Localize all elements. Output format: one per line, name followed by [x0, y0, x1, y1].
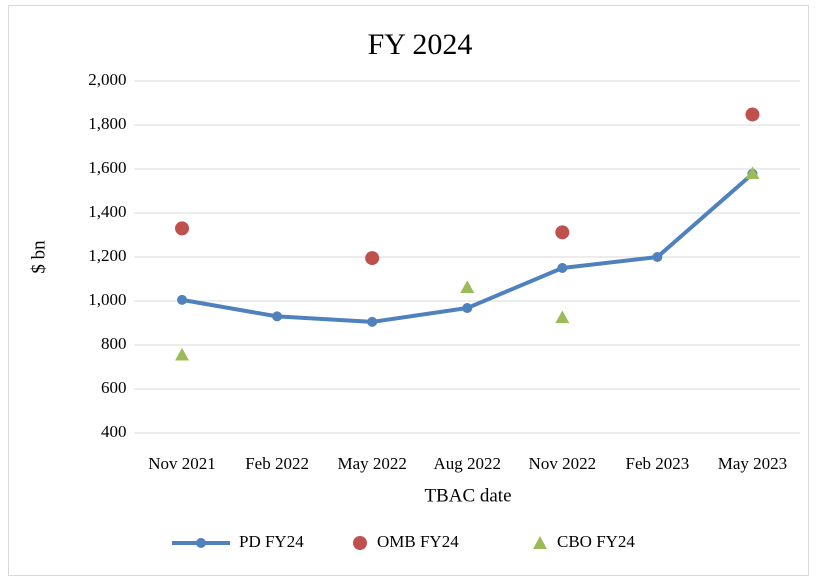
legend-marker	[196, 538, 206, 548]
y-tick-label: 800	[101, 334, 127, 353]
x-axis-title: TBAC date	[424, 485, 511, 506]
y-tick-label: 1,400	[88, 202, 126, 221]
circle-marker	[365, 251, 380, 266]
series-line	[180, 171, 755, 324]
legend-label: OMB FY24	[377, 532, 459, 551]
triangle-marker	[460, 280, 475, 293]
circle-marker	[272, 311, 283, 322]
x-tick-label: Nov 2021	[148, 454, 216, 473]
y-tick-label: 1,800	[88, 114, 126, 133]
triangle-marker	[175, 347, 190, 361]
chart-frame	[8, 5, 809, 576]
x-tick-label: Feb 2023	[626, 454, 690, 473]
x-tick-label: Nov 2022	[529, 454, 597, 473]
legend-label: CBO FY24	[557, 532, 635, 551]
circle-marker	[652, 252, 663, 262]
circle-marker	[177, 294, 188, 305]
y-axis-title: $ bn	[28, 240, 49, 274]
y-tick-label: 600	[101, 378, 127, 397]
triangle-marker	[555, 310, 570, 324]
circle-marker	[367, 316, 378, 327]
circle-marker	[555, 225, 570, 240]
triangle-marker	[745, 166, 760, 179]
y-tick-label: 1,000	[88, 290, 126, 309]
circle-marker	[462, 303, 473, 314]
circle-marker	[557, 263, 568, 273]
circle-marker	[175, 221, 190, 236]
legend-marker	[533, 536, 547, 549]
legend-marker	[353, 536, 367, 550]
y-tick-label: 2,000	[88, 70, 126, 89]
x-tick-label: Feb 2022	[245, 454, 309, 473]
legend-label: PD FY24	[239, 532, 304, 551]
chart-title: FY 2024	[368, 28, 473, 61]
y-tick-label: 400	[101, 422, 127, 441]
y-tick-label: 1,200	[88, 246, 126, 265]
y-tick-label: 1,600	[88, 158, 126, 177]
circle-marker	[745, 107, 760, 122]
x-tick-label: Aug 2022	[433, 454, 501, 473]
x-tick-label: May 2022	[337, 454, 406, 473]
x-tick-label: May 2023	[718, 454, 787, 473]
